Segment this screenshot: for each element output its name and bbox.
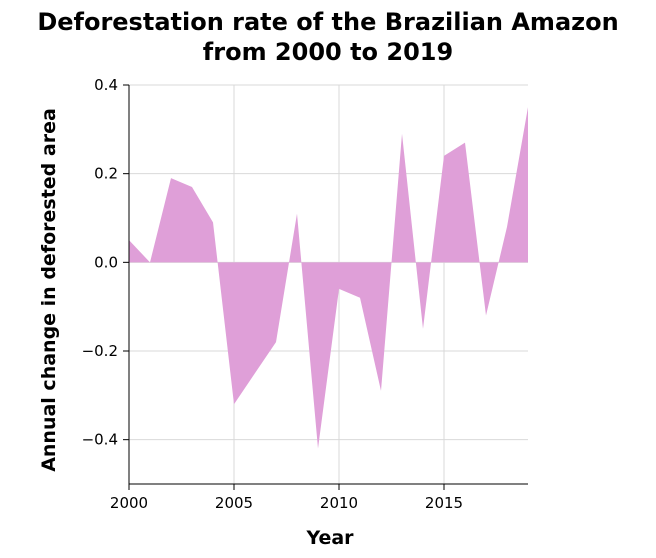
area-fill: [129, 107, 528, 449]
y-tick-label: 0.4: [94, 76, 118, 94]
tick-labels: 2000 2005 2010 2015 −0.4 −0.2 0.0 0.2 0.4: [82, 76, 464, 512]
chart-title-line-1: Deforestation rate of the Brazilian Amaz…: [37, 8, 618, 36]
x-tick-label: 2000: [110, 494, 148, 512]
x-tick-label: 2015: [425, 494, 463, 512]
area-series: [129, 107, 528, 449]
y-axis-label: Annual change in deforested area: [38, 108, 60, 472]
x-axis-label: Year: [305, 527, 354, 549]
y-tick-label: −0.2: [82, 342, 118, 360]
y-tick-label: 0.0: [94, 253, 118, 271]
x-tick-label: 2010: [320, 494, 358, 512]
y-tick-label: −0.4: [82, 431, 118, 449]
x-tick-label: 2005: [215, 494, 253, 512]
chart-title-line-2: from 2000 to 2019: [203, 38, 453, 66]
axes: [123, 84, 528, 490]
y-tick-label: 0.2: [94, 165, 118, 183]
